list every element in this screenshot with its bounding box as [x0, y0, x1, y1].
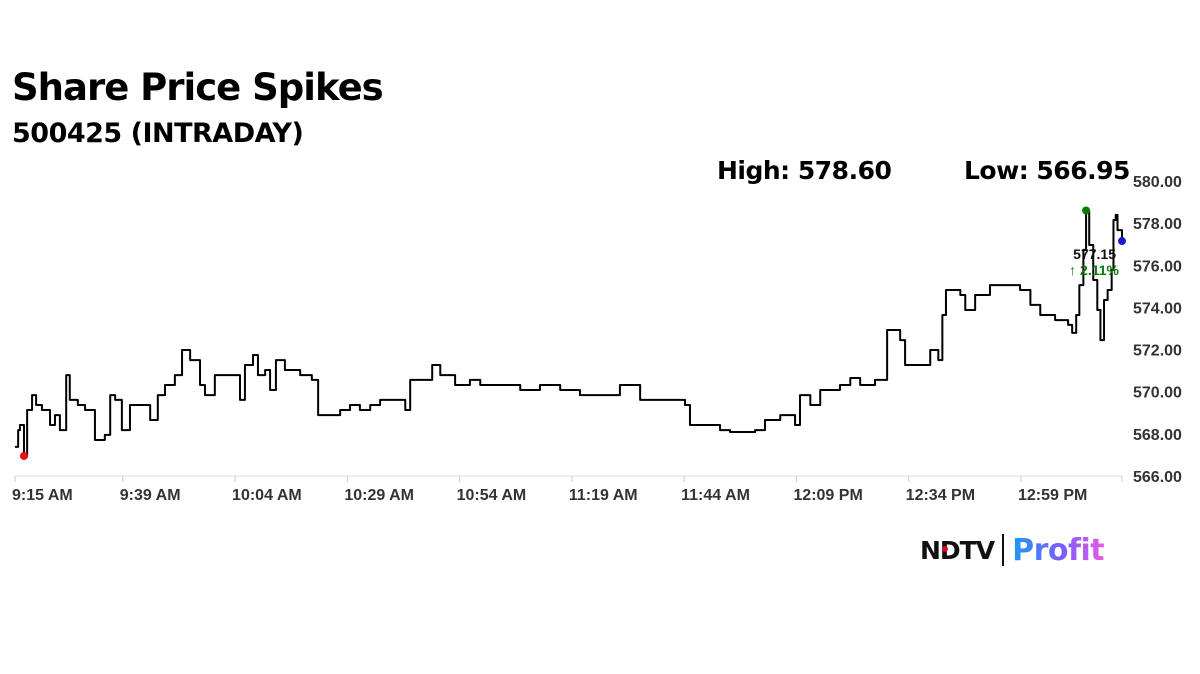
ndtv-logo-text: NDTV — [920, 535, 995, 565]
price-line — [15, 209, 1123, 457]
x-tick-label: 10:54 AM — [457, 487, 527, 504]
y-tick-label: 566.00 — [1133, 469, 1182, 486]
last-price-marker — [1118, 237, 1126, 246]
change-percent-label: ↑ 2.11% — [1069, 262, 1119, 278]
y-tick-label: 570.00 — [1133, 385, 1182, 402]
x-tick-label: 12:09 PM — [793, 487, 862, 504]
x-tick-label: 9:39 AM — [120, 487, 181, 504]
y-tick-label: 576.00 — [1133, 258, 1182, 275]
profit-logo-text: Profit — [1012, 532, 1105, 568]
y-tick-label: 568.00 — [1133, 427, 1182, 444]
last-price-label: 577.15 — [1073, 246, 1116, 262]
x-tick-label: 11:44 AM — [681, 487, 750, 504]
chart-subtitle: 500425 (INTRADAY) — [12, 118, 304, 149]
y-tick-label: 580.00 — [1133, 174, 1182, 191]
x-tick-label: 10:29 AM — [344, 487, 414, 504]
high-marker — [1082, 206, 1091, 215]
low-label: Low: 566.95 — [964, 156, 1130, 185]
y-tick-label: 578.00 — [1133, 216, 1182, 233]
high-label: High: 578.60 — [717, 156, 892, 185]
chart-title: Share Price Spikes — [12, 66, 384, 109]
x-tick-label: 9:15 AM — [12, 487, 73, 504]
y-tick-label: 572.00 — [1133, 343, 1182, 360]
low-marker — [19, 451, 28, 460]
logo-divider — [1002, 534, 1005, 566]
x-tick-label: 11:19 AM — [569, 487, 638, 504]
ndtv-logo-dot — [942, 546, 948, 552]
y-tick-label: 574.00 — [1133, 300, 1182, 317]
x-tick-label: 12:59 PM — [1018, 487, 1087, 504]
x-tick-label: 12:34 PM — [906, 487, 975, 504]
x-tick-label: 10:04 AM — [232, 487, 302, 504]
ndtv-profit-logo: NDTV Profit — [920, 530, 1105, 570]
